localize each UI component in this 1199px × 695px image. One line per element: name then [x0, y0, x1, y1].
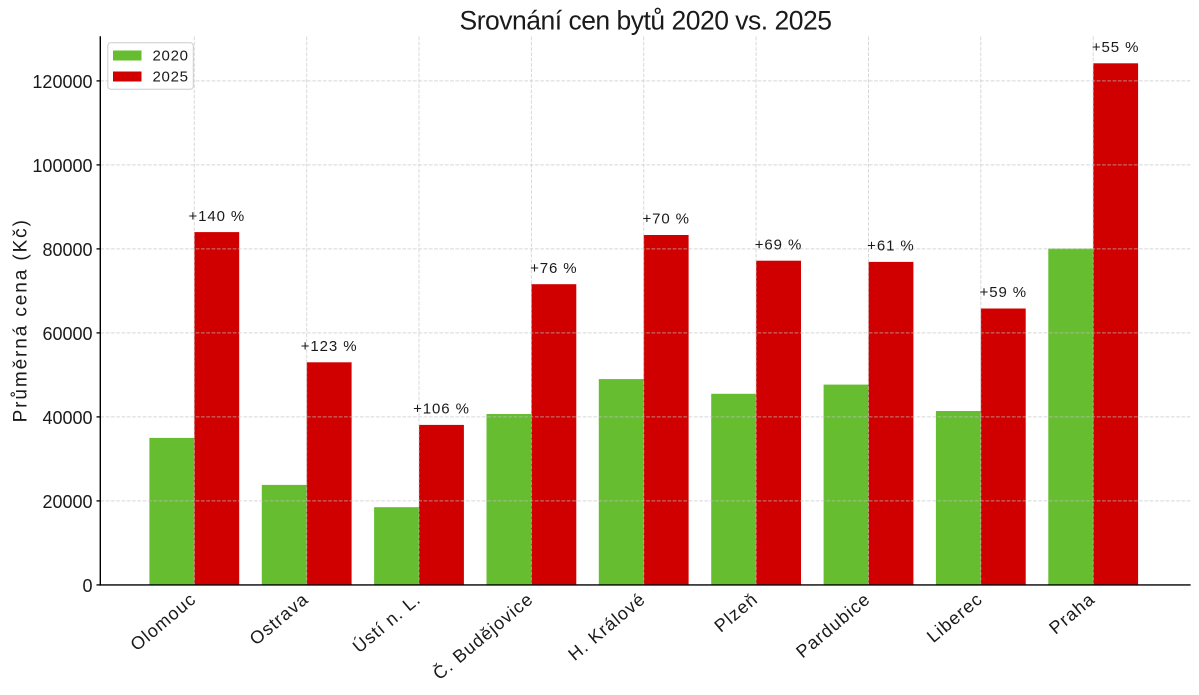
svg-text:+76 %: +76 % — [530, 260, 577, 277]
svg-text:2025: 2025 — [153, 69, 189, 86]
svg-text:Průměrná cena (Kč): Průměrná cena (Kč) — [11, 218, 32, 422]
svg-text:Srovnání cen bytů 2020 vs. 202: Srovnání cen bytů 2020 vs. 2025 — [460, 5, 832, 35]
svg-text:+106 %: +106 % — [413, 401, 470, 418]
svg-text:+55 %: +55 % — [1092, 39, 1139, 56]
svg-text:+70 %: +70 % — [642, 211, 689, 228]
svg-text:+140 %: +140 % — [188, 208, 245, 225]
svg-text:+69 %: +69 % — [755, 236, 802, 253]
svg-text:2020: 2020 — [153, 48, 189, 65]
svg-text:80000: 80000 — [42, 240, 92, 260]
svg-text:100000: 100000 — [32, 156, 92, 176]
svg-text:+123 %: +123 % — [301, 338, 358, 355]
svg-text:+61 %: +61 % — [867, 238, 914, 255]
svg-text:120000: 120000 — [32, 72, 92, 92]
svg-text:0: 0 — [82, 576, 92, 596]
svg-text:20000: 20000 — [42, 492, 92, 512]
svg-text:40000: 40000 — [42, 408, 92, 428]
svg-text:+59 %: +59 % — [980, 284, 1027, 301]
svg-text:60000: 60000 — [42, 324, 92, 344]
